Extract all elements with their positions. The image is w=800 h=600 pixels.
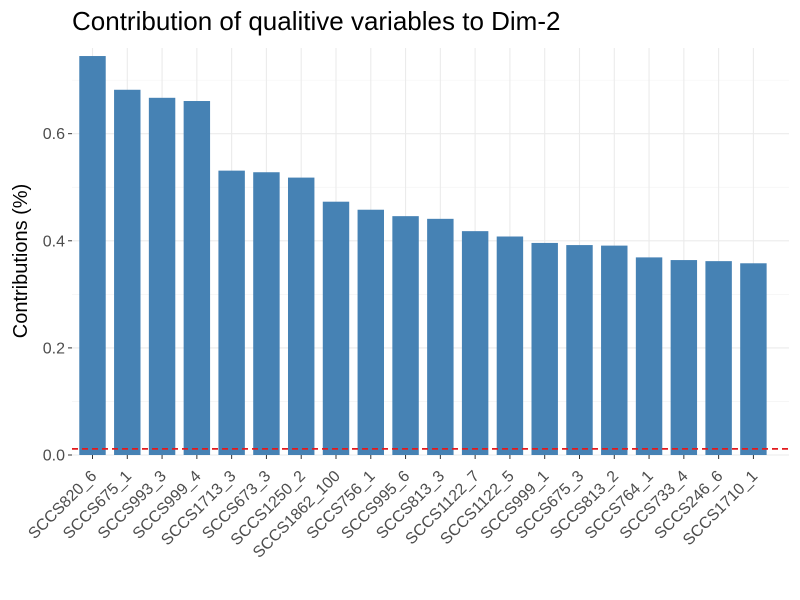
bar [705,261,732,455]
y-tick-label: 0.4 [43,233,65,250]
bar [740,263,767,455]
bar [183,101,211,456]
bar [461,231,489,455]
bar [148,97,176,455]
bar [79,56,106,455]
bar [218,170,245,455]
bar [635,257,663,455]
y-axis-title: Contributions (%) [10,184,32,339]
chart-title: Contribution of qualitive variables to D… [72,6,560,36]
bar [322,201,350,455]
bar [253,172,280,455]
y-tick-label: 0.6 [43,126,65,143]
x-axis: SCCS820_6SCCS675_1SCCS993_3SCCS999_4SCCS… [25,455,761,562]
bar [670,260,698,455]
bar [566,245,593,455]
bar [114,89,141,455]
bar [496,236,524,455]
bar [392,216,419,455]
y-tick-label: 0.0 [43,448,65,465]
bar [427,218,454,455]
y-tick-label: 0.2 [43,340,65,357]
y-axis: 0.0 0.2 0.4 0.6 [43,126,72,465]
bar [531,242,558,455]
plot-bars [79,56,767,456]
bar [287,177,315,456]
bar [357,209,384,455]
bar [601,245,628,455]
